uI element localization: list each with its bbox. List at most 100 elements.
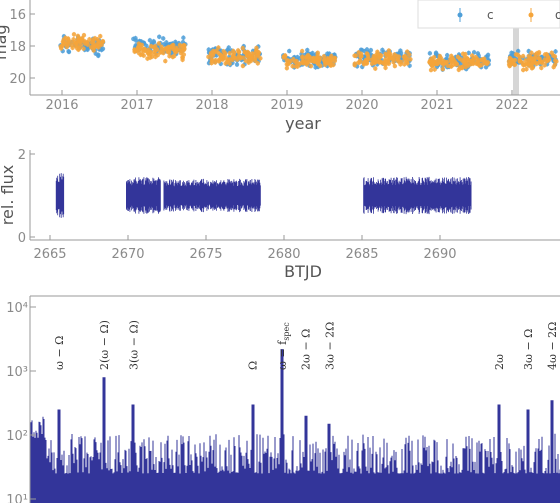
- p1-point-c: [151, 39, 156, 44]
- p1-point-c: [313, 65, 318, 70]
- p1-point-o: [353, 53, 359, 58]
- p1-point-o: [440, 66, 446, 72]
- p1-point-o: [165, 49, 171, 55]
- p1-point-o: [91, 42, 96, 48]
- p1-point-o: [84, 40, 90, 45]
- p1-point-o: [533, 55, 538, 61]
- p1-point-c: [133, 35, 138, 41]
- p1-point-o: [331, 62, 336, 68]
- p1-point-o: [218, 56, 223, 61]
- p2-ytick-label: 0: [18, 231, 26, 246]
- p3-peak-label: 2(ω − Ω): [98, 320, 111, 370]
- p1-point-c: [234, 62, 240, 67]
- p1-point-o: [470, 57, 475, 63]
- p1-point-o: [510, 61, 516, 66]
- p3-peak-label: 2ω − Ω: [300, 329, 313, 370]
- p1-point-o: [520, 67, 526, 73]
- p1-point-o: [437, 53, 443, 59]
- p3-ytick-label: 10³: [6, 365, 28, 380]
- p2-xtick-label: 2665: [33, 247, 66, 262]
- p1-point-o: [506, 59, 512, 64]
- p1-point-o: [77, 45, 82, 51]
- p1-point-o: [177, 42, 183, 48]
- p1-point-o: [484, 61, 489, 66]
- p1-point-o: [300, 59, 305, 65]
- p1-point-c: [475, 51, 481, 56]
- p1-point-o: [253, 58, 258, 63]
- p1-point-c: [471, 50, 477, 55]
- p1-point-c: [305, 47, 310, 53]
- p1-point-o: [222, 50, 228, 56]
- p1-point-o: [81, 46, 86, 51]
- p1-point-o: [240, 55, 246, 60]
- p1-xlabel: year: [285, 114, 321, 133]
- p1-ytick-label: 20: [9, 72, 26, 87]
- p1-point-o: [470, 61, 476, 66]
- p1-x-ticks: 2016 2017 2018 2019 2020 2021 2022: [45, 90, 529, 113]
- p1-point-o: [75, 33, 81, 39]
- p1-point-o: [214, 48, 219, 54]
- p1-xtick-label: 2022: [495, 98, 528, 113]
- p1-point-o: [455, 54, 461, 60]
- p1-point-o: [134, 48, 139, 53]
- p1-point-o: [236, 49, 242, 55]
- p1-point-o: [317, 55, 323, 61]
- p2-segment-1: [126, 177, 161, 214]
- p1-point-o: [152, 49, 157, 55]
- p2-x-ticks: 2665 2670 2675 2680 2685 2690: [33, 235, 457, 262]
- p1-point-o: [163, 58, 168, 64]
- p1-point-o: [405, 61, 410, 66]
- p1-point-o: [163, 46, 168, 51]
- p1-point-o: [290, 64, 295, 69]
- p1-point-o: [376, 60, 382, 65]
- legend-o-marker: [528, 12, 534, 18]
- p1-point-o: [539, 65, 544, 71]
- p1-point-o: [463, 52, 468, 57]
- p1-y-ticks: 16 18 20: [9, 8, 35, 87]
- p1-point-o: [255, 49, 261, 55]
- p1-point-o: [321, 58, 327, 63]
- p1-point-o: [383, 65, 388, 71]
- p1-point-o: [392, 52, 397, 57]
- p1-point-c: [515, 48, 521, 54]
- legend-o-label: o: [555, 8, 560, 22]
- p1-point-o: [284, 65, 290, 71]
- p1-point-o: [147, 50, 152, 55]
- p1-point-o: [405, 49, 410, 54]
- p1-point-o: [529, 66, 535, 71]
- p1-point-o: [258, 56, 263, 61]
- p1-point-o: [243, 58, 249, 63]
- p1-point-c: [173, 39, 178, 45]
- p1-point-o: [305, 53, 311, 58]
- p1-point-c: [147, 38, 153, 43]
- p1-point-o: [310, 55, 316, 61]
- p1-point-c: [99, 47, 104, 53]
- p1-point-o: [523, 62, 528, 67]
- p1-point-o: [448, 59, 454, 64]
- p1-point-o: [315, 60, 321, 66]
- p1-point-o: [440, 60, 446, 65]
- p1-point-o: [227, 51, 232, 56]
- p3-peak-label-sub: spec: [282, 322, 291, 341]
- p1-point-o: [240, 63, 246, 69]
- p1-point-o: [384, 61, 389, 67]
- p1-point-o: [386, 53, 391, 59]
- p1-point-o: [329, 53, 334, 59]
- p1-point-o: [304, 60, 310, 66]
- p1-point-o: [544, 52, 549, 57]
- p1-point-o: [170, 44, 175, 50]
- p1-point-o: [512, 58, 518, 63]
- p1-point-o: [60, 43, 65, 49]
- p3-ytick-label: 10⁴: [6, 301, 28, 316]
- p2-xtick-label: 2675: [189, 247, 222, 262]
- p1-point-o: [364, 58, 370, 64]
- p1-point-o: [365, 54, 371, 59]
- p1-point-c: [368, 47, 374, 53]
- p1-point-c: [164, 40, 169, 45]
- p1-point-o: [180, 55, 185, 60]
- p3-peak-label: 3(ω − Ω): [127, 320, 140, 370]
- p1-point-o: [139, 42, 145, 48]
- p1-point-o: [237, 55, 242, 60]
- p1-point-c: [466, 50, 471, 56]
- p3-peak-label: Ω: [247, 361, 260, 370]
